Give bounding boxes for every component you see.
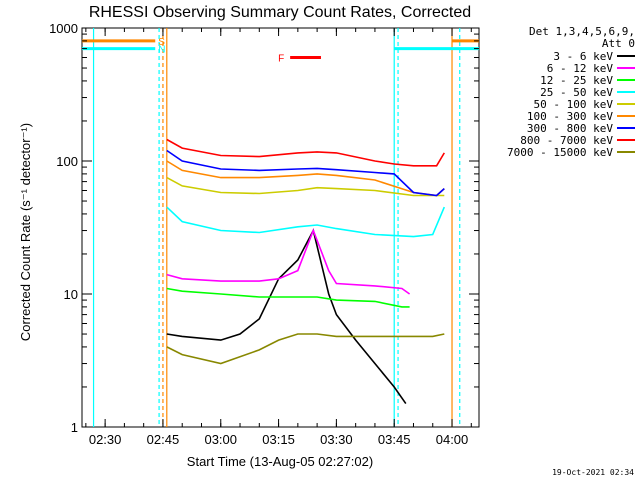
legend-item: 25 - 50 keV — [480, 85, 635, 99]
series-line — [166, 287, 410, 308]
legend-label: 800 - 7000 keV — [520, 133, 613, 147]
series-line — [166, 206, 446, 238]
series-layer — [166, 138, 446, 405]
y-tick-label: 100 — [56, 154, 78, 169]
series-line — [166, 333, 445, 365]
x-tick-label: 02:45 — [147, 432, 180, 447]
legend-item: 7000 - 15000 keV — [480, 145, 635, 159]
plot-frame — [81, 27, 480, 428]
legend-swatch — [617, 115, 635, 117]
legend-label: 25 - 50 keV — [540, 85, 613, 99]
x-tick-label: 03:30 — [320, 432, 353, 447]
legend-swatch — [617, 151, 635, 153]
timestamp: 19-Oct-2021 02:34 — [552, 468, 634, 477]
series-line — [166, 228, 411, 295]
legend-header-line: Det 1,3,4,5,6,9, — [529, 25, 635, 38]
y-axis-label: Corrected Count Rate (s⁻¹ detector⁻¹) — [18, 123, 33, 341]
marker-layer — [92, 28, 461, 427]
series-line — [166, 176, 445, 197]
x-axis-label: Start Time (13-Aug-05 02:27:02) — [187, 454, 373, 469]
legend-item: 3 - 6 keV — [480, 49, 635, 63]
x-tick-label: 03:15 — [262, 432, 295, 447]
legend-header-line: Att 0 — [601, 37, 635, 50]
legend-swatch — [617, 67, 635, 69]
legend-item: 100 - 300 keV — [480, 109, 635, 123]
flag-label: N — [158, 45, 165, 56]
legend-label: 300 - 800 keV — [526, 121, 613, 135]
x-tick-label: 04:00 — [436, 432, 469, 447]
legend-item: 6 - 12 keV — [480, 61, 635, 75]
legend-rows: 3 - 6 keV 6 - 12 keV 12 - 25 keV 25 - 50 ke… — [480, 49, 635, 159]
legend-swatch — [617, 127, 635, 129]
axes-layer: 02:30 02:45 03:00 03:15 03:30 03:45 04:00 1 10 10… — [49, 21, 479, 447]
legend-swatch — [617, 139, 635, 141]
flag-layer: SN F — [82, 37, 479, 65]
legend-item: 50 - 100 keV — [480, 97, 635, 111]
y-tick-label: 1 — [71, 420, 78, 435]
x-tick-label: 03:00 — [204, 432, 237, 447]
series-line — [166, 138, 445, 167]
legend-label: 6 - 12 keV — [546, 61, 613, 75]
legend-label: 50 - 100 keV — [533, 97, 613, 111]
legend-swatch — [617, 103, 635, 105]
series-line — [166, 149, 445, 197]
legend-label: 100 - 300 keV — [526, 109, 613, 123]
legend-item: 300 - 800 keV — [480, 121, 635, 135]
legend-swatch — [617, 55, 635, 57]
legend-label: 12 - 25 keV — [540, 73, 613, 87]
legend-item: 12 - 25 keV — [480, 73, 635, 87]
legend-label: 7000 - 15000 keV — [507, 145, 613, 159]
legend-swatch — [617, 91, 635, 93]
legend-label: 3 - 6 keV — [553, 49, 613, 63]
x-tick-label: 02:30 — [89, 432, 122, 447]
y-tick-label: 1000 — [49, 21, 78, 36]
flag-label: F — [278, 54, 284, 65]
flag-label: S — [158, 37, 165, 48]
legend-item: 800 - 7000 keV — [480, 133, 635, 147]
x-tick-label: 03:45 — [378, 432, 411, 447]
y-tick-label: 10 — [64, 287, 78, 302]
legend: Det 1,3,4,5,6,9, Att 0 3 - 6 keV 6 - 12 k… — [480, 25, 635, 159]
chart-title: RHESSI Observing Summary Count Rates, Co… — [89, 4, 471, 21]
series-line — [166, 228, 407, 405]
legend-swatch — [617, 79, 635, 81]
